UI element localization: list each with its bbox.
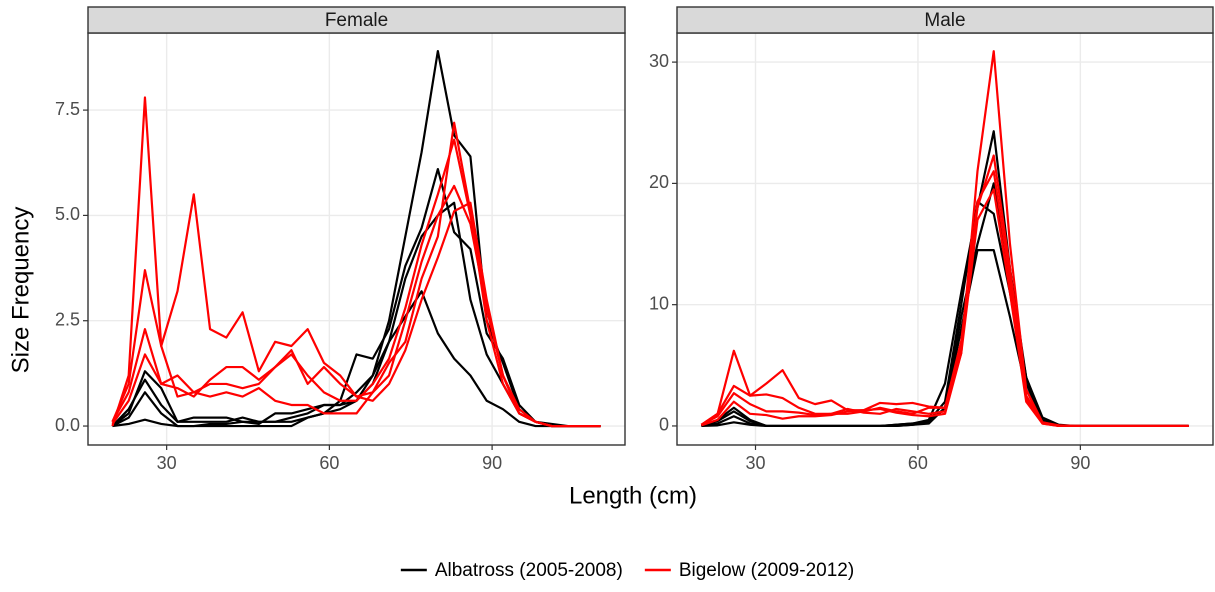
series-line [111, 201, 601, 428]
y-tick-label: 30 [649, 51, 669, 71]
x-tick-label: 90 [482, 453, 502, 473]
x-tick-label: 60 [319, 453, 339, 473]
series-line [111, 138, 601, 428]
y-axis-title: Size Frequency [7, 207, 34, 374]
y-tick-label: 10 [649, 293, 669, 313]
x-tick-label: 30 [745, 453, 765, 473]
x-tick-label: 90 [1070, 453, 1090, 473]
strip-label: Female [325, 10, 388, 31]
legend: Albatross (2005-2008) Bigelow (2009-2012) [400, 560, 854, 581]
series-line [111, 167, 601, 428]
panel-background [88, 33, 625, 445]
strip-background [87, 6, 626, 34]
y-tick-label: 20 [649, 172, 669, 192]
x-tick-label: 60 [908, 453, 928, 473]
legend-label: Bigelow (2009-2012) [679, 560, 854, 581]
y-tick-label: 2.5 [55, 309, 80, 329]
legend-label: Albatross (2005-2008) [435, 560, 623, 581]
y-tick-label: 7.5 [55, 99, 80, 119]
x-axis-title: Length (cm) [569, 482, 697, 509]
series-line [701, 188, 1189, 428]
strip-label: Male [924, 10, 965, 31]
y-tick-label: 5.0 [55, 204, 80, 224]
strip-background [676, 6, 1214, 34]
y-tick-label: 0.0 [55, 415, 80, 435]
panel-background [677, 33, 1213, 445]
x-tick-label: 30 [157, 453, 177, 473]
y-tick-label: 0 [659, 415, 669, 435]
